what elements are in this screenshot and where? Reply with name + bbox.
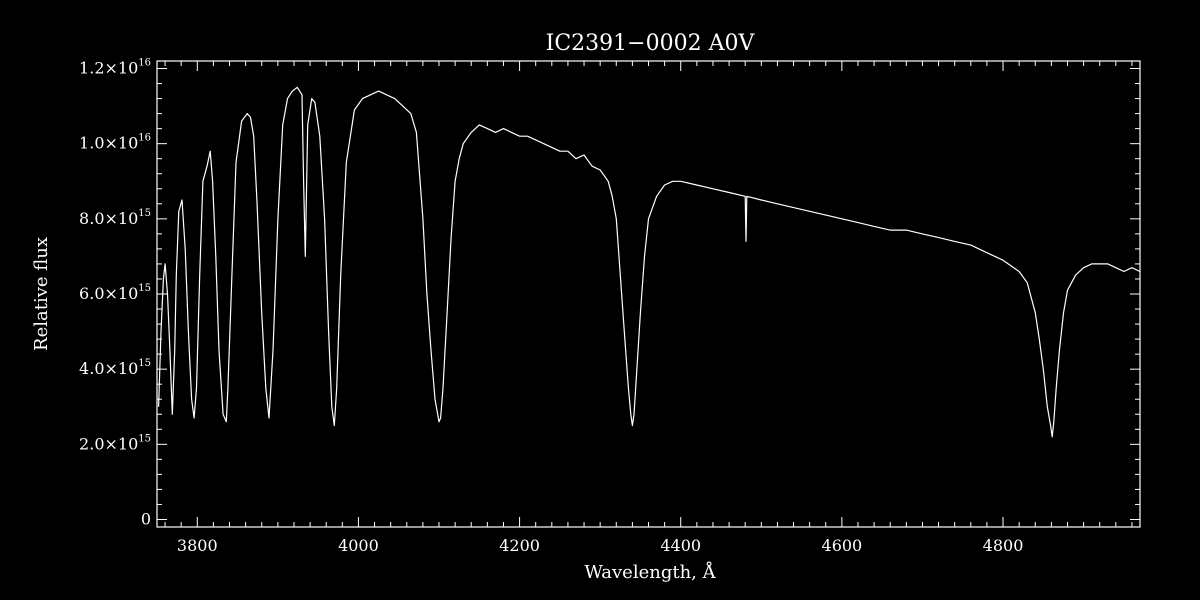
y-axis: 0 2.0×1015 4.0×1015 6.0×1015 8.0×1015 1.0×101…: [79, 58, 1140, 528]
y-tick-label: 1.2×1016: [79, 58, 151, 78]
y-tick-label: 0: [141, 509, 151, 528]
x-tick-label: 3800: [177, 536, 218, 555]
y-tick-label: 8.0×1015: [79, 208, 151, 228]
x-tick-label: 4200: [499, 536, 540, 555]
x-tick-label: 4000: [338, 536, 379, 555]
x-tick-label: 4600: [822, 536, 863, 555]
y-tick-label: 6.0×1015: [79, 283, 151, 303]
plot-frame: [156, 60, 1141, 528]
spectrum-line: [158, 86, 1141, 438]
y-tick-label: 4.0×1015: [79, 358, 151, 378]
x-axis-label: Wavelength, Å: [584, 561, 716, 583]
y-axis-label: Relative flux: [31, 237, 52, 351]
series-group: [158, 86, 1141, 438]
y-tick-label: 2.0×1015: [79, 433, 151, 453]
x-tick-label: 4400: [660, 536, 701, 555]
x-axis: 3800 4000 4200 4400 4600 4800: [164, 61, 1133, 555]
y-tick-label: 1.0×1016: [79, 133, 151, 153]
x-tick-label: 4800: [983, 536, 1024, 555]
chart-title: IC2391−0002 A0V: [546, 31, 756, 56]
